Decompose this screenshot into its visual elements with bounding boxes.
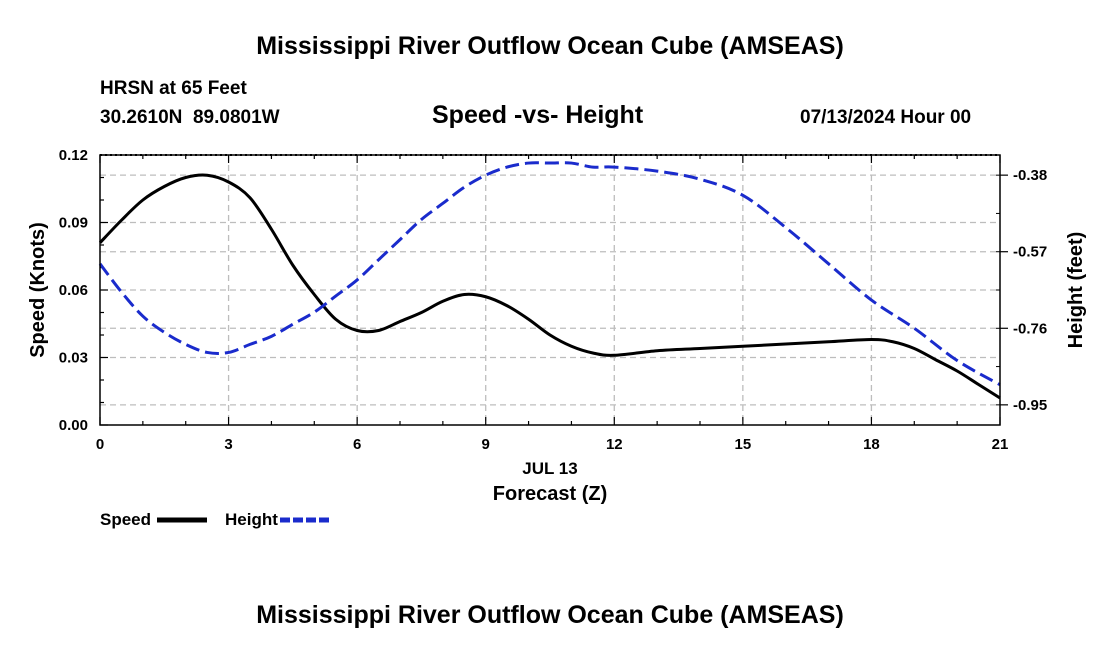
x-tick-label: 18 (863, 436, 880, 453)
legend-speed-label: Speed (100, 510, 152, 529)
chart-title: Mississippi River Outflow Ocean Cube (AM… (256, 32, 844, 60)
y2-tick-label: -0.38 (1013, 167, 1047, 184)
y-tick-label: 0.03 (59, 350, 88, 367)
x-tick-label: 9 (482, 436, 490, 453)
x-tick-label: 12 (606, 436, 623, 453)
y-tick-label: 0.09 (59, 215, 88, 232)
y2-tick-label: -0.76 (1013, 320, 1047, 337)
coordinates-label: 30.2610N 89.0801W (100, 107, 280, 128)
x-tick-label: 21 (992, 436, 1009, 453)
y-tick-label: 0.00 (59, 417, 88, 434)
x-axis-date-label: JUL 13 (522, 459, 577, 478)
y-axis-title: Speed (Knots) (27, 222, 49, 358)
x-axis-title: Forecast (Z) (493, 483, 607, 505)
speed-height-chart: 0 3 6 9 12 15 18 21 0.00 0.03 0.06 0.09 0.12 -0.38 -0.… (27, 147, 1087, 505)
x-tick-label: 15 (735, 436, 752, 453)
y-tick-label: 0.06 (59, 282, 88, 299)
x-tick-label: 3 (224, 436, 232, 453)
y2-tick-label: -0.57 (1013, 244, 1047, 261)
legend-speed-swatch (157, 517, 208, 523)
datetime-label: 07/13/2024 Hour 00 (800, 107, 972, 128)
y-tick-label: 0.12 (59, 147, 88, 164)
y2-axis-title: Height (feet) (1065, 232, 1087, 349)
chart-subtitle: Speed -vs- Height (432, 101, 644, 129)
legend-height-label: Height (225, 510, 278, 529)
station-label: HRSN at 65 Feet (100, 78, 247, 99)
x-tick-label: 0 (96, 436, 104, 453)
chart-title-repeat: Mississippi River Outflow Ocean Cube (AM… (256, 601, 844, 629)
legend: Speed Height (100, 509, 332, 531)
series-line-speed (98, 173, 1001, 400)
legend-height-swatch (279, 517, 330, 523)
series-line-height (98, 161, 1001, 387)
y2-tick-label: -0.95 (1013, 397, 1047, 414)
x-tick-label: 6 (353, 436, 361, 453)
